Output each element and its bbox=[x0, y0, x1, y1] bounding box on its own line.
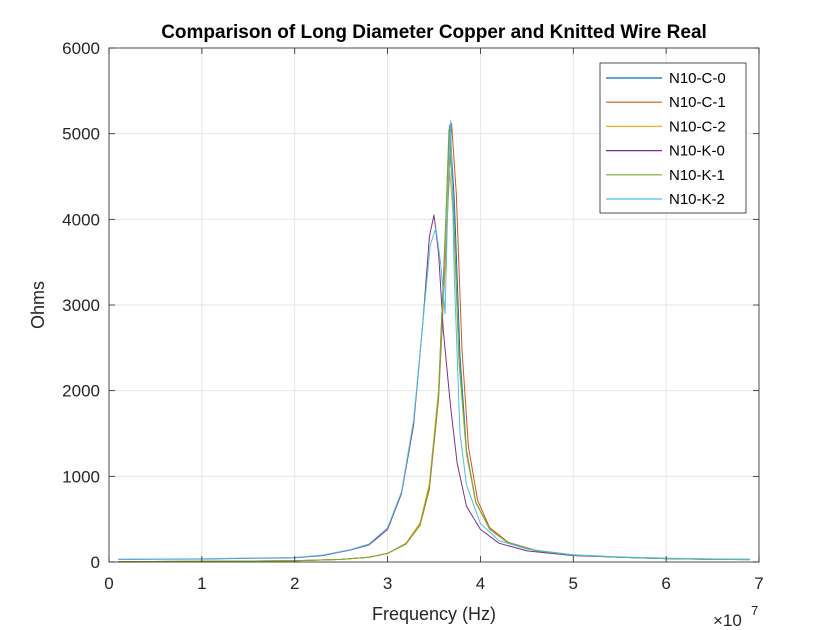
legend-label: N10-K-2 bbox=[669, 191, 725, 208]
x-exponent-power: 7 bbox=[751, 603, 758, 618]
y-tick-label: 0 bbox=[91, 553, 100, 572]
x-exponent-base: ×10 bbox=[713, 611, 742, 630]
y-tick-label: 2000 bbox=[62, 382, 100, 401]
x-tick-label: 7 bbox=[754, 574, 763, 593]
chart-title: Comparison of Long Diameter Copper and K… bbox=[161, 22, 707, 43]
y-tick-label: 1000 bbox=[62, 467, 100, 486]
legend-label: N10-C-0 bbox=[669, 70, 726, 87]
legend-label: N10-K-1 bbox=[669, 167, 725, 184]
x-tick-label: 4 bbox=[476, 574, 485, 593]
legend-label: N10-K-0 bbox=[669, 143, 725, 160]
axis-ticks: 0 1 2 3 4 5 6 7 0 1000 2000 3000 4000 5000 6000 bbox=[62, 39, 764, 593]
x-tick-label: 5 bbox=[569, 574, 578, 593]
x-axis-label: Frequency (Hz) bbox=[372, 604, 496, 624]
y-tick-label: 6000 bbox=[62, 39, 100, 58]
x-tick-label: 1 bbox=[197, 574, 206, 593]
x-tick-label: 6 bbox=[661, 574, 670, 593]
series-line-n10-k-2 bbox=[118, 120, 750, 560]
y-tick-label: 3000 bbox=[62, 296, 100, 315]
legend-box bbox=[599, 62, 747, 214]
y-tick-label: 5000 bbox=[62, 125, 100, 144]
x-tick-label: 3 bbox=[383, 574, 392, 593]
x-exponent: ×10 7 bbox=[713, 603, 758, 630]
legend: N10-C-0 N10-C-1 N10-C-2 N10-K-0 N10-K-1 N10-K… bbox=[599, 62, 747, 214]
series-group bbox=[118, 120, 750, 563]
legend-label: N10-C-1 bbox=[669, 94, 726, 111]
x-tick-label: 0 bbox=[104, 574, 113, 593]
legend-label: N10-C-2 bbox=[669, 118, 726, 135]
y-axis-label: Ohms bbox=[28, 281, 48, 329]
x-tick-label: 2 bbox=[290, 574, 299, 593]
y-tick-label: 4000 bbox=[62, 210, 100, 229]
